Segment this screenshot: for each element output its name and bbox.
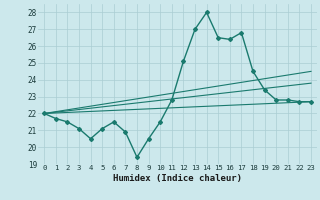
X-axis label: Humidex (Indice chaleur): Humidex (Indice chaleur) — [113, 174, 242, 183]
